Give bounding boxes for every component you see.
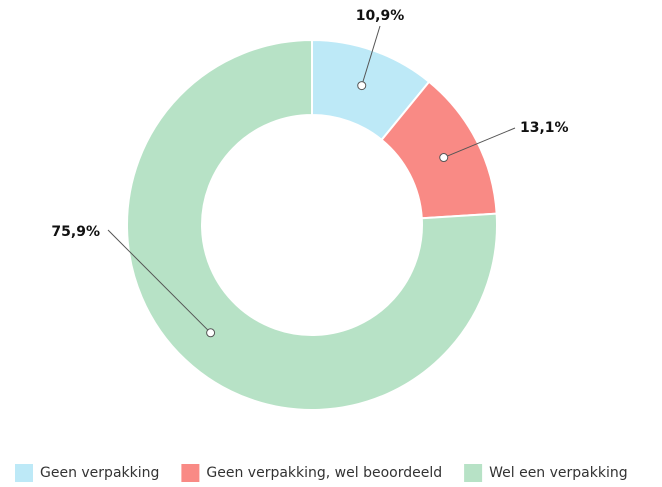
legend-swatch: [464, 464, 483, 482]
data-label: 75,9%: [51, 224, 100, 240]
legend-label: Geen verpakking: [40, 465, 159, 481]
donut-slice: [126, 38, 498, 411]
legend-swatch: [181, 464, 200, 482]
data-label: 13,1%: [520, 120, 569, 136]
legend-swatch: [15, 464, 33, 482]
leader-dot: [439, 153, 449, 163]
legend-label: Wel een verpakking: [489, 465, 628, 481]
data-label: 10,9%: [356, 8, 405, 24]
leader-dot: [206, 328, 216, 338]
leader-dot: [357, 81, 367, 91]
legend-label: Geen verpakking, wel beoordeeld: [206, 465, 442, 481]
leader-line: [443, 127, 516, 159]
leader-line: [107, 229, 211, 334]
leader-line: [361, 25, 381, 86]
